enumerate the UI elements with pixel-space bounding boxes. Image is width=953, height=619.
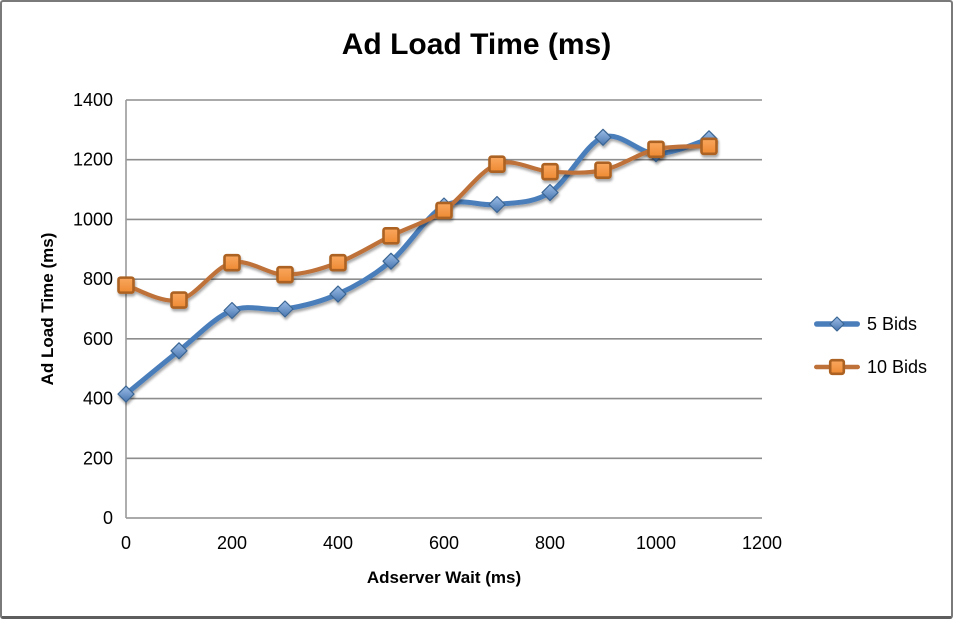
diamond-marker (541, 183, 559, 202)
x-tick-label: 1200 (742, 533, 782, 553)
square-marker (647, 140, 665, 159)
y-tick-label: 1200 (73, 150, 113, 170)
y-tick-label: 600 (83, 329, 113, 349)
y-tick-label: 800 (83, 269, 113, 289)
x-tick-label: 600 (429, 533, 459, 553)
legend: 5 Bids 10 Bids (812, 313, 927, 378)
chart-title: Ad Load Time (ms) (341, 28, 612, 61)
y-tick-label: 200 (83, 448, 113, 468)
y-tick-label: 400 (83, 389, 113, 409)
legend-item-5-bids: 5 Bids (812, 313, 927, 335)
square-marker (488, 155, 506, 173)
legend-item-10-bids: 10 Bids (812, 356, 927, 378)
diamond-marker (829, 316, 845, 332)
legend-label-10-bids: 10 Bids (867, 356, 928, 377)
legend-marker-10-bids-icon (814, 358, 860, 376)
x-tick-label: 1000 (636, 533, 676, 553)
square-marker (382, 227, 400, 245)
square-marker (223, 253, 241, 272)
diamond-marker (223, 301, 241, 320)
series-line (123, 133, 712, 397)
diamond-marker (329, 285, 347, 303)
x-tick-label: 200 (217, 533, 247, 553)
series-10-bids (117, 137, 718, 309)
diamond-marker (488, 195, 506, 214)
x-tick-label: 800 (535, 533, 565, 553)
square-marker (276, 265, 294, 284)
square-marker (435, 201, 453, 220)
diamond-marker (276, 300, 294, 318)
square-marker (170, 291, 188, 309)
x-axis-title: Adserver Wait (ms) (366, 568, 522, 587)
y-tick-label: 1400 (73, 90, 113, 110)
square-marker (828, 358, 846, 376)
legend-label-5-bids: 5 Bids (867, 313, 918, 334)
legend-marker-5-bids-icon (814, 316, 860, 332)
series-line (123, 144, 712, 303)
y-tick-label: 0 (103, 508, 113, 528)
series-5-bids (117, 128, 718, 403)
diamond-marker (170, 342, 188, 360)
diamond-marker (594, 128, 612, 146)
y-tick-label: 1000 (73, 209, 113, 229)
square-marker (541, 162, 559, 181)
x-tick-label: 0 (121, 533, 131, 553)
square-marker (117, 276, 135, 294)
x-tick-label: 400 (323, 533, 353, 553)
diamond-marker (382, 252, 400, 270)
square-marker (594, 161, 612, 179)
square-marker (700, 137, 718, 156)
diamond-marker (117, 385, 135, 403)
square-marker (329, 253, 347, 272)
